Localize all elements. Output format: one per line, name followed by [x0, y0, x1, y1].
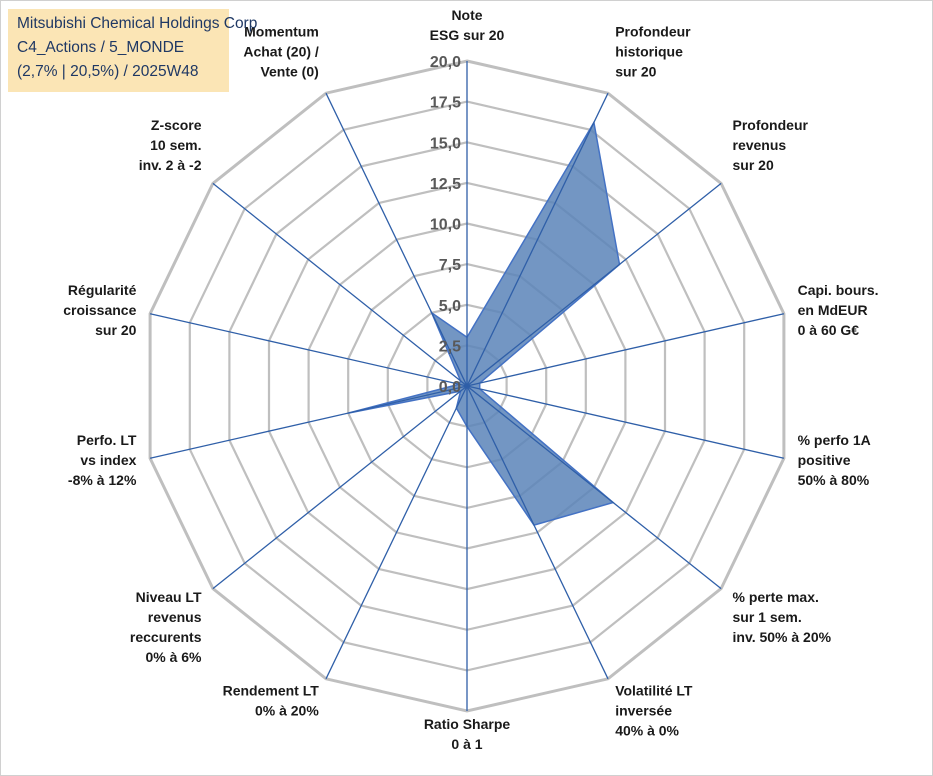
performance-week: (2,7% | 20,5%) / 2025W48	[17, 63, 199, 80]
category-label-11: Régularité croissance sur 20	[63, 282, 136, 338]
category-label-8: Rendement LT 0% à 20%	[223, 683, 320, 719]
category-label-13-line-2: Vente (0)	[260, 63, 318, 79]
category-label-7: Ratio Sharpe 0 à 1	[424, 716, 511, 752]
category-label-9-line-2: reccurents	[130, 629, 202, 645]
category-label-1-line-0: Profondeur	[615, 23, 691, 39]
category-label-4-line-0: % perfo 1A	[798, 432, 871, 448]
category-label-2-line-1: revenus	[733, 137, 787, 153]
category-label-3-line-2: 0 à 60 G€	[798, 322, 860, 338]
category-label-1-line-1: historique	[615, 43, 683, 59]
spoke-1	[466, 92, 609, 387]
category-label-6-line-1: inversée	[615, 703, 672, 719]
category-label-11-line-2: sur 20	[95, 322, 136, 338]
tick-label-6: 15,0	[430, 135, 461, 152]
category-label-12: Z-score 10 sem. inv. 2 à -2	[139, 117, 202, 173]
tick-label-1: 2,5	[439, 338, 461, 355]
spoke-4	[466, 385, 785, 459]
category-label-5: % perte max. sur 1 sem. inv. 50% à 20%	[733, 589, 832, 645]
category-label-10-line-2: -8% à 12%	[68, 472, 137, 488]
tick-label-4: 10,0	[430, 217, 461, 234]
radar-spokes	[149, 61, 785, 711]
category-label-9-line-1: revenus	[148, 609, 202, 625]
category-label-9: Niveau LT revenus reccurents 0% à 6%	[130, 589, 202, 665]
category-label-4: % perfo 1A positive 50% à 80%	[798, 432, 871, 488]
tick-label-2: 5,0	[439, 298, 461, 315]
category-label-5-line-1: sur 1 sem.	[733, 609, 802, 625]
category-label-13-line-1: Achat (20) /	[243, 43, 319, 59]
category-label-1-line-2: sur 20	[615, 63, 656, 79]
spoke-5	[466, 385, 722, 590]
tick-label-8: 20,0	[430, 54, 461, 71]
spoke-3	[466, 313, 785, 387]
spoke-2	[466, 182, 722, 387]
category-label-7-line-0: Ratio Sharpe	[424, 716, 511, 732]
category-label-0-line-0: Note	[451, 7, 482, 23]
security-info-box: Mitsubishi Chemical Holdings Corp C4_Act…	[8, 9, 258, 92]
spoke-10	[149, 385, 468, 459]
category-label-4-line-2: 50% à 80%	[798, 472, 870, 488]
tick-label-3: 7,5	[439, 257, 461, 274]
category-label-8-line-0: Rendement LT	[223, 683, 320, 699]
category-label-3-line-0: Capi. bours.	[798, 282, 879, 298]
security-name: Mitsubishi Chemical Holdings Corp	[17, 15, 258, 32]
category-label-5-line-2: inv. 50% à 20%	[733, 629, 832, 645]
tick-label-5: 12,5	[430, 176, 461, 193]
category-label-3: Capi. bours. en MdEUR 0 à 60 G€	[798, 282, 879, 338]
spoke-12	[212, 182, 468, 387]
category-label-12-line-2: inv. 2 à -2	[139, 157, 202, 173]
category-label-10: Perfo. LT vs index -8% à 12%	[68, 432, 137, 488]
category-label-13-line-0: Momentum	[244, 23, 319, 39]
category-labels: Note ESG sur 20 Profondeur historique sur 20…	[63, 7, 878, 752]
category-label-12-line-0: Z-score	[151, 117, 202, 133]
category-label-7-line-1: 0 à 1	[451, 736, 482, 752]
category-label-6: Volatilité LT inversée 40% à 0%	[615, 683, 693, 739]
spoke-11	[149, 313, 468, 387]
category-label-9-line-3: 0% à 6%	[145, 649, 202, 665]
category-label-10-line-1: vs index	[80, 452, 136, 468]
radial-tick-labels: 0,0 2,5 5,0 7,5 10,0 12,5 15,0 17,5 20,0	[430, 54, 461, 396]
category-label-11-line-1: croissance	[63, 302, 136, 318]
tick-label-7: 17,5	[430, 95, 461, 112]
category-label-8-line-1: 0% à 20%	[255, 703, 319, 719]
category-label-11-line-0: Régularité	[68, 282, 137, 298]
portfolio-path: C4_Actions / 5_MONDE	[17, 39, 185, 56]
category-label-1: Profondeur historique sur 20	[615, 23, 691, 79]
spoke-8	[325, 385, 468, 680]
spoke-13	[325, 92, 468, 387]
category-label-2-line-0: Profondeur	[733, 117, 809, 133]
spoke-9	[212, 385, 468, 590]
category-label-2: Profondeur revenus sur 20	[733, 117, 809, 173]
spoke-6	[466, 385, 609, 680]
category-label-5-line-0: % perte max.	[733, 589, 819, 605]
category-label-13: Momentum Achat (20) / Vente (0)	[243, 23, 319, 79]
category-label-12-line-1: 10 sem.	[150, 137, 201, 153]
category-label-4-line-1: positive	[798, 452, 851, 468]
category-label-9-line-0: Niveau LT	[136, 589, 202, 605]
category-label-10-line-0: Perfo. LT	[77, 432, 137, 448]
category-label-6-line-2: 40% à 0%	[615, 723, 679, 739]
category-label-6-line-0: Volatilité LT	[615, 683, 693, 699]
tick-label-0: 0,0	[439, 379, 461, 396]
category-label-3-line-1: en MdEUR	[798, 302, 868, 318]
category-label-0-line-1: ESG sur 20	[430, 27, 505, 43]
category-label-0: Note ESG sur 20	[430, 7, 505, 43]
category-label-2-line-2: sur 20	[733, 157, 774, 173]
